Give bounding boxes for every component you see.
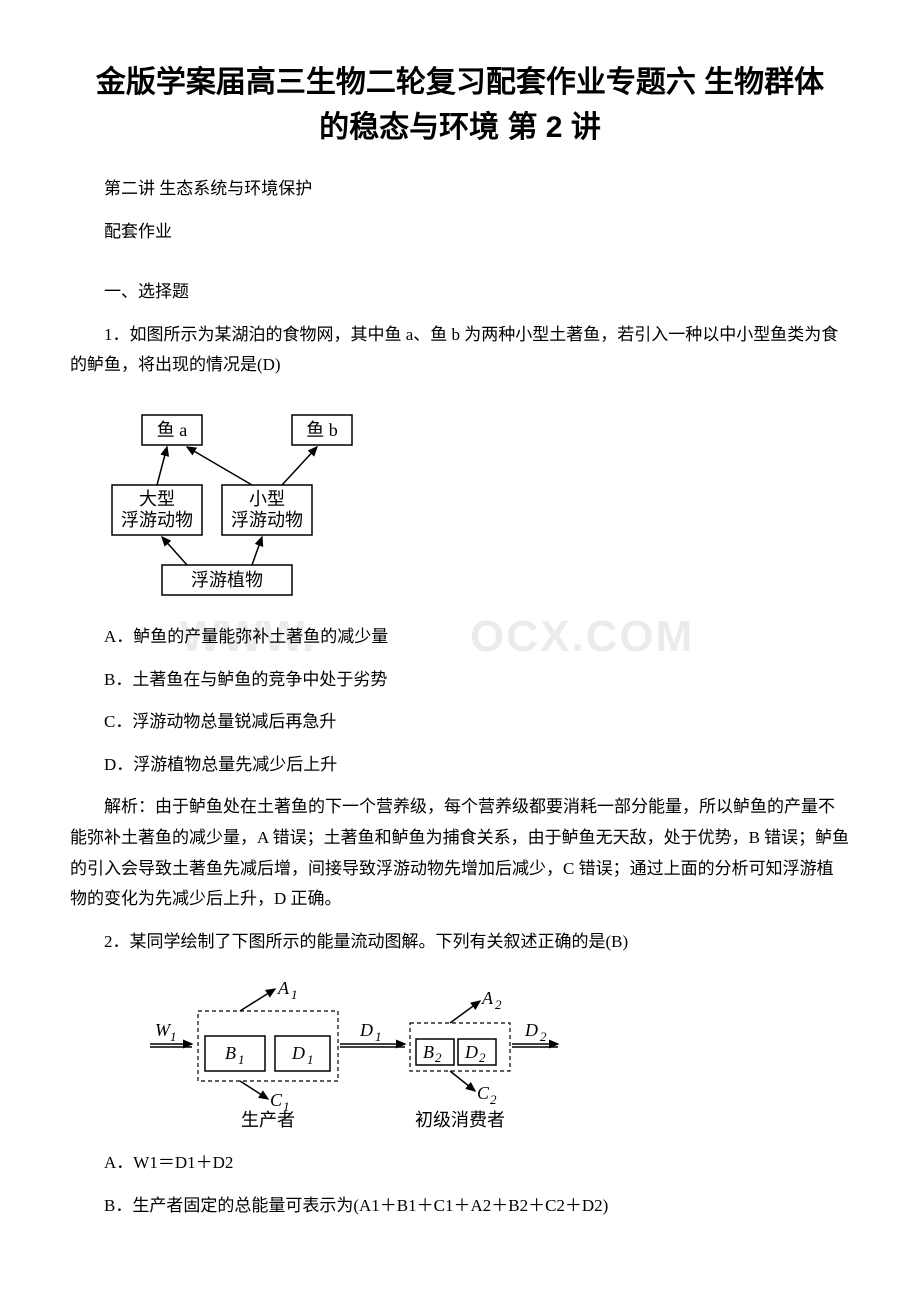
q1-option-b: B．土著鱼在与鲈鱼的竞争中处于劣势 <box>70 665 850 696</box>
q2-option-b: B．生产者固定的总能量可表示为(A1＋B1＋C1＋A2＋B2＋C2＋D2) <box>70 1191 850 1222</box>
label-c2: C <box>477 1083 490 1103</box>
energy-flow-svg: W 1 B 1 D 1 A 1 C 1 D 1 B 2 D 2 <box>150 981 570 1131</box>
label-a2: A <box>481 988 494 1008</box>
section-heading: 一、选择题 <box>70 277 850 308</box>
q1-option-d: D．浮游植物总量先减少后上升 <box>70 750 850 781</box>
title-line-2: 的稳态与环境 第 2 讲 <box>319 111 601 144</box>
label-d1-box: D <box>291 1043 305 1063</box>
svg-text:2: 2 <box>479 1050 486 1065</box>
svg-text:1: 1 <box>238 1052 245 1067</box>
food-web-svg: 鱼 a 鱼 b 大型 浮游动物 小型 浮游动物 浮游植物 <box>102 405 392 605</box>
node-large-zoo-l1: 大型 <box>139 489 175 509</box>
svg-text:2: 2 <box>495 997 502 1012</box>
node-fish-a: 鱼 a <box>157 420 188 440</box>
svg-text:2: 2 <box>490 1092 497 1107</box>
node-fish-b: 鱼 b <box>306 420 338 440</box>
node-phyto: 浮游植物 <box>191 570 263 590</box>
label-d1-arrow: D <box>359 1020 373 1040</box>
label-c1: C <box>270 1090 283 1110</box>
subtitle: 第二讲 生态系统与环境保护 <box>70 174 850 205</box>
q1-explanation: 解析：由于鲈鱼处在土著鱼的下一个营养级，每个营养级都要消耗一部分能量，所以鲈鱼的… <box>70 792 850 914</box>
assignment-label: 配套作业 <box>70 217 850 248</box>
label-primary-consumer: 初级消费者 <box>415 1110 505 1130</box>
page-title: 金版学案届高三生物二轮复习配套作业专题六 生物群体 的稳态与环境 第 2 讲 <box>70 60 850 150</box>
q1-stem: 1．如图所示为某湖泊的食物网，其中鱼 a、鱼 b 为两种小型土著鱼，若引入一种以… <box>70 320 850 381</box>
title-line-1: 金版学案届高三生物二轮复习配套作业专题六 生物群体 <box>96 66 824 99</box>
svg-text:1: 1 <box>170 1029 177 1044</box>
label-d2-arrow: D <box>524 1020 538 1040</box>
q1-option-c: C．浮游动物总量锐减后再急升 <box>70 707 850 738</box>
q2-stem: 2．某同学绘制了下图所示的能量流动图解。下列有关叙述正确的是(B) <box>70 927 850 958</box>
node-small-zoo-l2: 浮游动物 <box>231 510 303 530</box>
label-d2-box: D <box>464 1042 478 1062</box>
q1-food-web-figure: 鱼 a 鱼 b 大型 浮游动物 小型 浮游动物 浮游植物 <box>102 405 392 610</box>
svg-text:2: 2 <box>540 1029 547 1044</box>
node-large-zoo-l2: 浮游动物 <box>121 510 193 530</box>
node-small-zoo-l1: 小型 <box>249 489 285 509</box>
q1-option-a: A．鲈鱼的产量能弥补土著鱼的减少量 <box>70 622 850 653</box>
label-a1: A <box>277 981 290 998</box>
label-b1: B <box>225 1043 236 1063</box>
label-b2: B <box>423 1042 434 1062</box>
q2-option-a: A．W1＝D1＋D2 <box>70 1148 850 1179</box>
q2-energy-flow-figure: W 1 B 1 D 1 A 1 C 1 D 1 B 2 D 2 <box>150 981 570 1136</box>
svg-text:1: 1 <box>375 1029 382 1044</box>
label-producer: 生产者 <box>241 1110 295 1130</box>
svg-text:2: 2 <box>435 1050 442 1065</box>
svg-text:1: 1 <box>307 1052 314 1067</box>
svg-text:1: 1 <box>291 987 298 1002</box>
